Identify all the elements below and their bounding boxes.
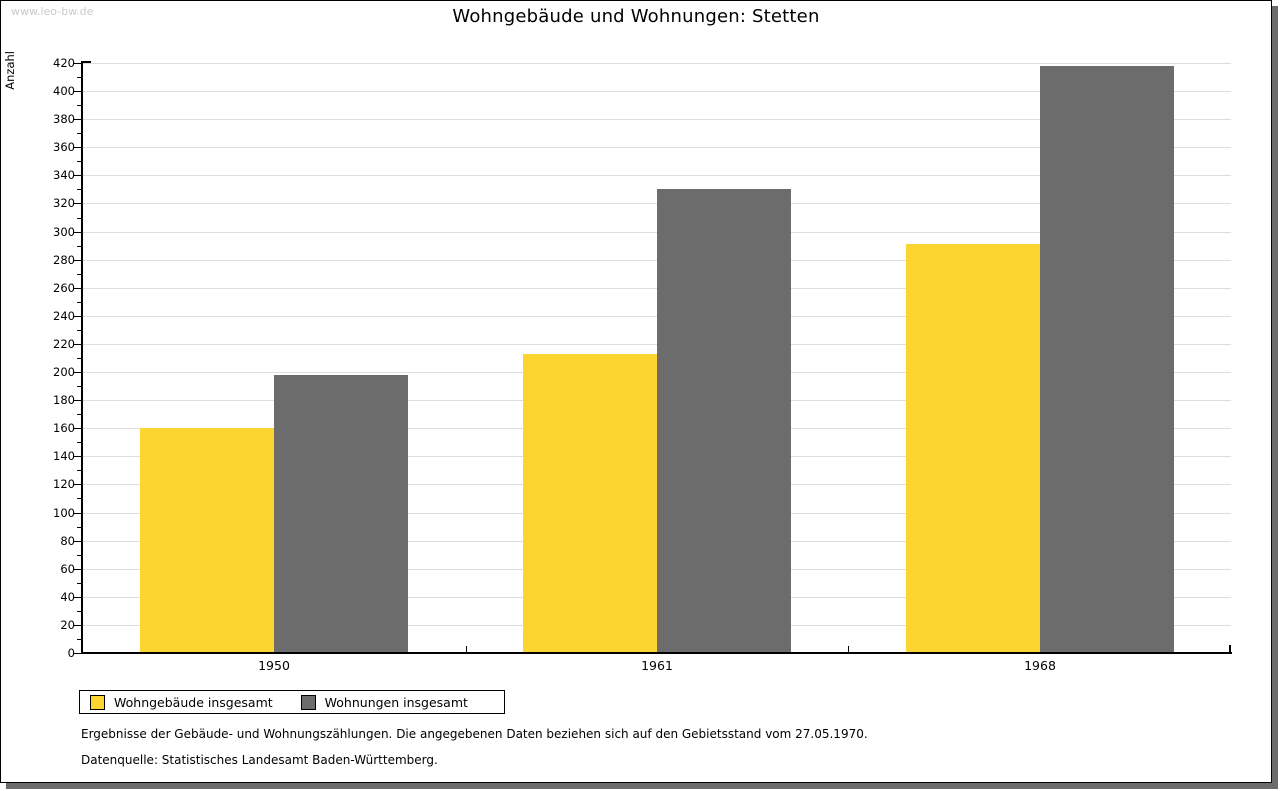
y-tick-label-380: 380 bbox=[53, 112, 75, 126]
y-minor-tick-170 bbox=[77, 414, 81, 415]
y-minor-tick-50 bbox=[77, 583, 81, 584]
y-tick-label-40: 40 bbox=[60, 590, 75, 604]
y-minor-tick-330 bbox=[77, 189, 81, 190]
gridline-y-400 bbox=[83, 91, 1231, 92]
y-axis-end-tick bbox=[83, 61, 91, 63]
bar-wohngebaeude-1961 bbox=[523, 354, 657, 653]
gridline-y-420 bbox=[83, 63, 1231, 64]
gridline-y-380 bbox=[83, 119, 1231, 120]
x-tick-label-1961: 1961 bbox=[641, 658, 673, 673]
x-tick-label-1950: 1950 bbox=[258, 658, 290, 673]
bar-wohnungen-1961 bbox=[657, 189, 791, 653]
y-tick-label-60: 60 bbox=[60, 562, 75, 576]
y-minor-tick-230 bbox=[77, 330, 81, 331]
x-separator-tick-1 bbox=[466, 646, 467, 653]
y-tick-180 bbox=[74, 400, 81, 401]
y-tick-label-220: 220 bbox=[53, 337, 75, 351]
y-minor-tick-10 bbox=[77, 639, 81, 640]
y-axis-line bbox=[81, 61, 83, 654]
y-minor-tick-390 bbox=[77, 105, 81, 106]
bar-wohngebaeude-1950 bbox=[140, 428, 274, 653]
y-minor-tick-270 bbox=[77, 274, 81, 275]
y-tick-label-180: 180 bbox=[53, 393, 75, 407]
footnote-line-1: Ergebnisse der Gebäude- und Wohnungszähl… bbox=[81, 727, 868, 741]
legend: Wohngebäude insgesamt Wohnungen insgesam… bbox=[79, 690, 505, 714]
y-tick-0 bbox=[74, 653, 81, 654]
y-tick-label-200: 200 bbox=[53, 365, 75, 379]
y-minor-tick-150 bbox=[77, 442, 81, 443]
y-tick-100 bbox=[74, 513, 81, 514]
y-tick-40 bbox=[74, 597, 81, 598]
y-tick-label-280: 280 bbox=[53, 253, 75, 267]
y-tick-label-100: 100 bbox=[53, 506, 75, 520]
y-minor-tick-410 bbox=[77, 77, 81, 78]
y-tick-label-140: 140 bbox=[53, 449, 75, 463]
y-tick-label-0: 0 bbox=[67, 646, 75, 660]
x-axis-line bbox=[81, 652, 1232, 654]
y-minor-tick-310 bbox=[77, 218, 81, 219]
y-minor-tick-250 bbox=[77, 302, 81, 303]
y-minor-tick-190 bbox=[77, 386, 81, 387]
y-tick-label-20: 20 bbox=[60, 618, 75, 632]
y-tick-label-160: 160 bbox=[53, 421, 75, 435]
y-tick-420 bbox=[74, 63, 81, 64]
y-tick-label-420: 420 bbox=[53, 56, 75, 70]
y-tick-label-240: 240 bbox=[53, 309, 75, 323]
y-tick-60 bbox=[74, 569, 81, 570]
y-tick-80 bbox=[74, 541, 81, 542]
y-tick-140 bbox=[74, 456, 81, 457]
y-minor-tick-290 bbox=[77, 246, 81, 247]
y-tick-380 bbox=[74, 119, 81, 120]
y-minor-tick-350 bbox=[77, 161, 81, 162]
legend-item-wohngebaeude: Wohngebäude insgesamt bbox=[90, 694, 273, 710]
x-separator-tick-2 bbox=[848, 646, 849, 653]
bar-wohngebaeude-1968 bbox=[906, 244, 1040, 653]
y-tick-label-80: 80 bbox=[60, 534, 75, 548]
legend-item-wohnungen: Wohnungen insgesamt bbox=[300, 694, 468, 710]
legend-swatch-wohngebaeude-icon bbox=[90, 694, 105, 710]
legend-swatch-wohnungen-icon bbox=[300, 694, 316, 710]
x-tick-label-1968: 1968 bbox=[1024, 658, 1056, 673]
bar-wohnungen-1950 bbox=[274, 375, 408, 653]
y-tick-label-400: 400 bbox=[53, 84, 75, 98]
y-tick-340 bbox=[74, 175, 81, 176]
y-tick-260 bbox=[74, 288, 81, 289]
watermark: www.leo-bw.de bbox=[11, 5, 94, 18]
y-minor-tick-210 bbox=[77, 358, 81, 359]
y-minor-tick-110 bbox=[77, 498, 81, 499]
y-tick-280 bbox=[74, 260, 81, 261]
y-minor-tick-70 bbox=[77, 555, 81, 556]
y-tick-220 bbox=[74, 344, 81, 345]
y-minor-tick-30 bbox=[77, 611, 81, 612]
y-tick-label-340: 340 bbox=[53, 168, 75, 182]
gridline-y-340 bbox=[83, 175, 1231, 176]
y-axis-title: Anzahl bbox=[3, 51, 17, 90]
y-tick-400 bbox=[74, 91, 81, 92]
y-tick-160 bbox=[74, 428, 81, 429]
legend-label-wohnungen: Wohnungen insgesamt bbox=[324, 694, 468, 710]
y-tick-320 bbox=[74, 203, 81, 204]
chart-title: Wohngebäude und Wohnungen: Stetten bbox=[452, 6, 820, 27]
y-tick-240 bbox=[74, 316, 81, 317]
plot-area: 0 20 40 60 80 100 120 140 160 180 200 220 240 260 280 3… bbox=[53, 56, 1231, 673]
y-minor-tick-130 bbox=[77, 470, 81, 471]
bar-wohnungen-1968 bbox=[1040, 66, 1174, 653]
y-tick-360 bbox=[74, 147, 81, 148]
gridline-y-360 bbox=[83, 147, 1231, 148]
y-minor-tick-370 bbox=[77, 133, 81, 134]
y-tick-300 bbox=[74, 232, 81, 233]
x-axis-end-tick bbox=[1229, 645, 1231, 653]
y-tick-label-300: 300 bbox=[53, 225, 75, 239]
y-tick-label-260: 260 bbox=[53, 281, 75, 295]
y-tick-label-320: 320 bbox=[53, 196, 75, 210]
y-tick-200 bbox=[74, 372, 81, 373]
y-tick-20 bbox=[74, 625, 81, 626]
y-minor-tick-90 bbox=[77, 527, 81, 528]
footnote-line-2: Datenquelle: Statistisches Landesamt Bad… bbox=[81, 753, 438, 767]
y-tick-label-360: 360 bbox=[53, 140, 75, 154]
y-tick-120 bbox=[74, 484, 81, 485]
legend-label-wohngebaeude: Wohngebäude insgesamt bbox=[114, 694, 273, 710]
y-tick-label-120: 120 bbox=[53, 477, 75, 491]
